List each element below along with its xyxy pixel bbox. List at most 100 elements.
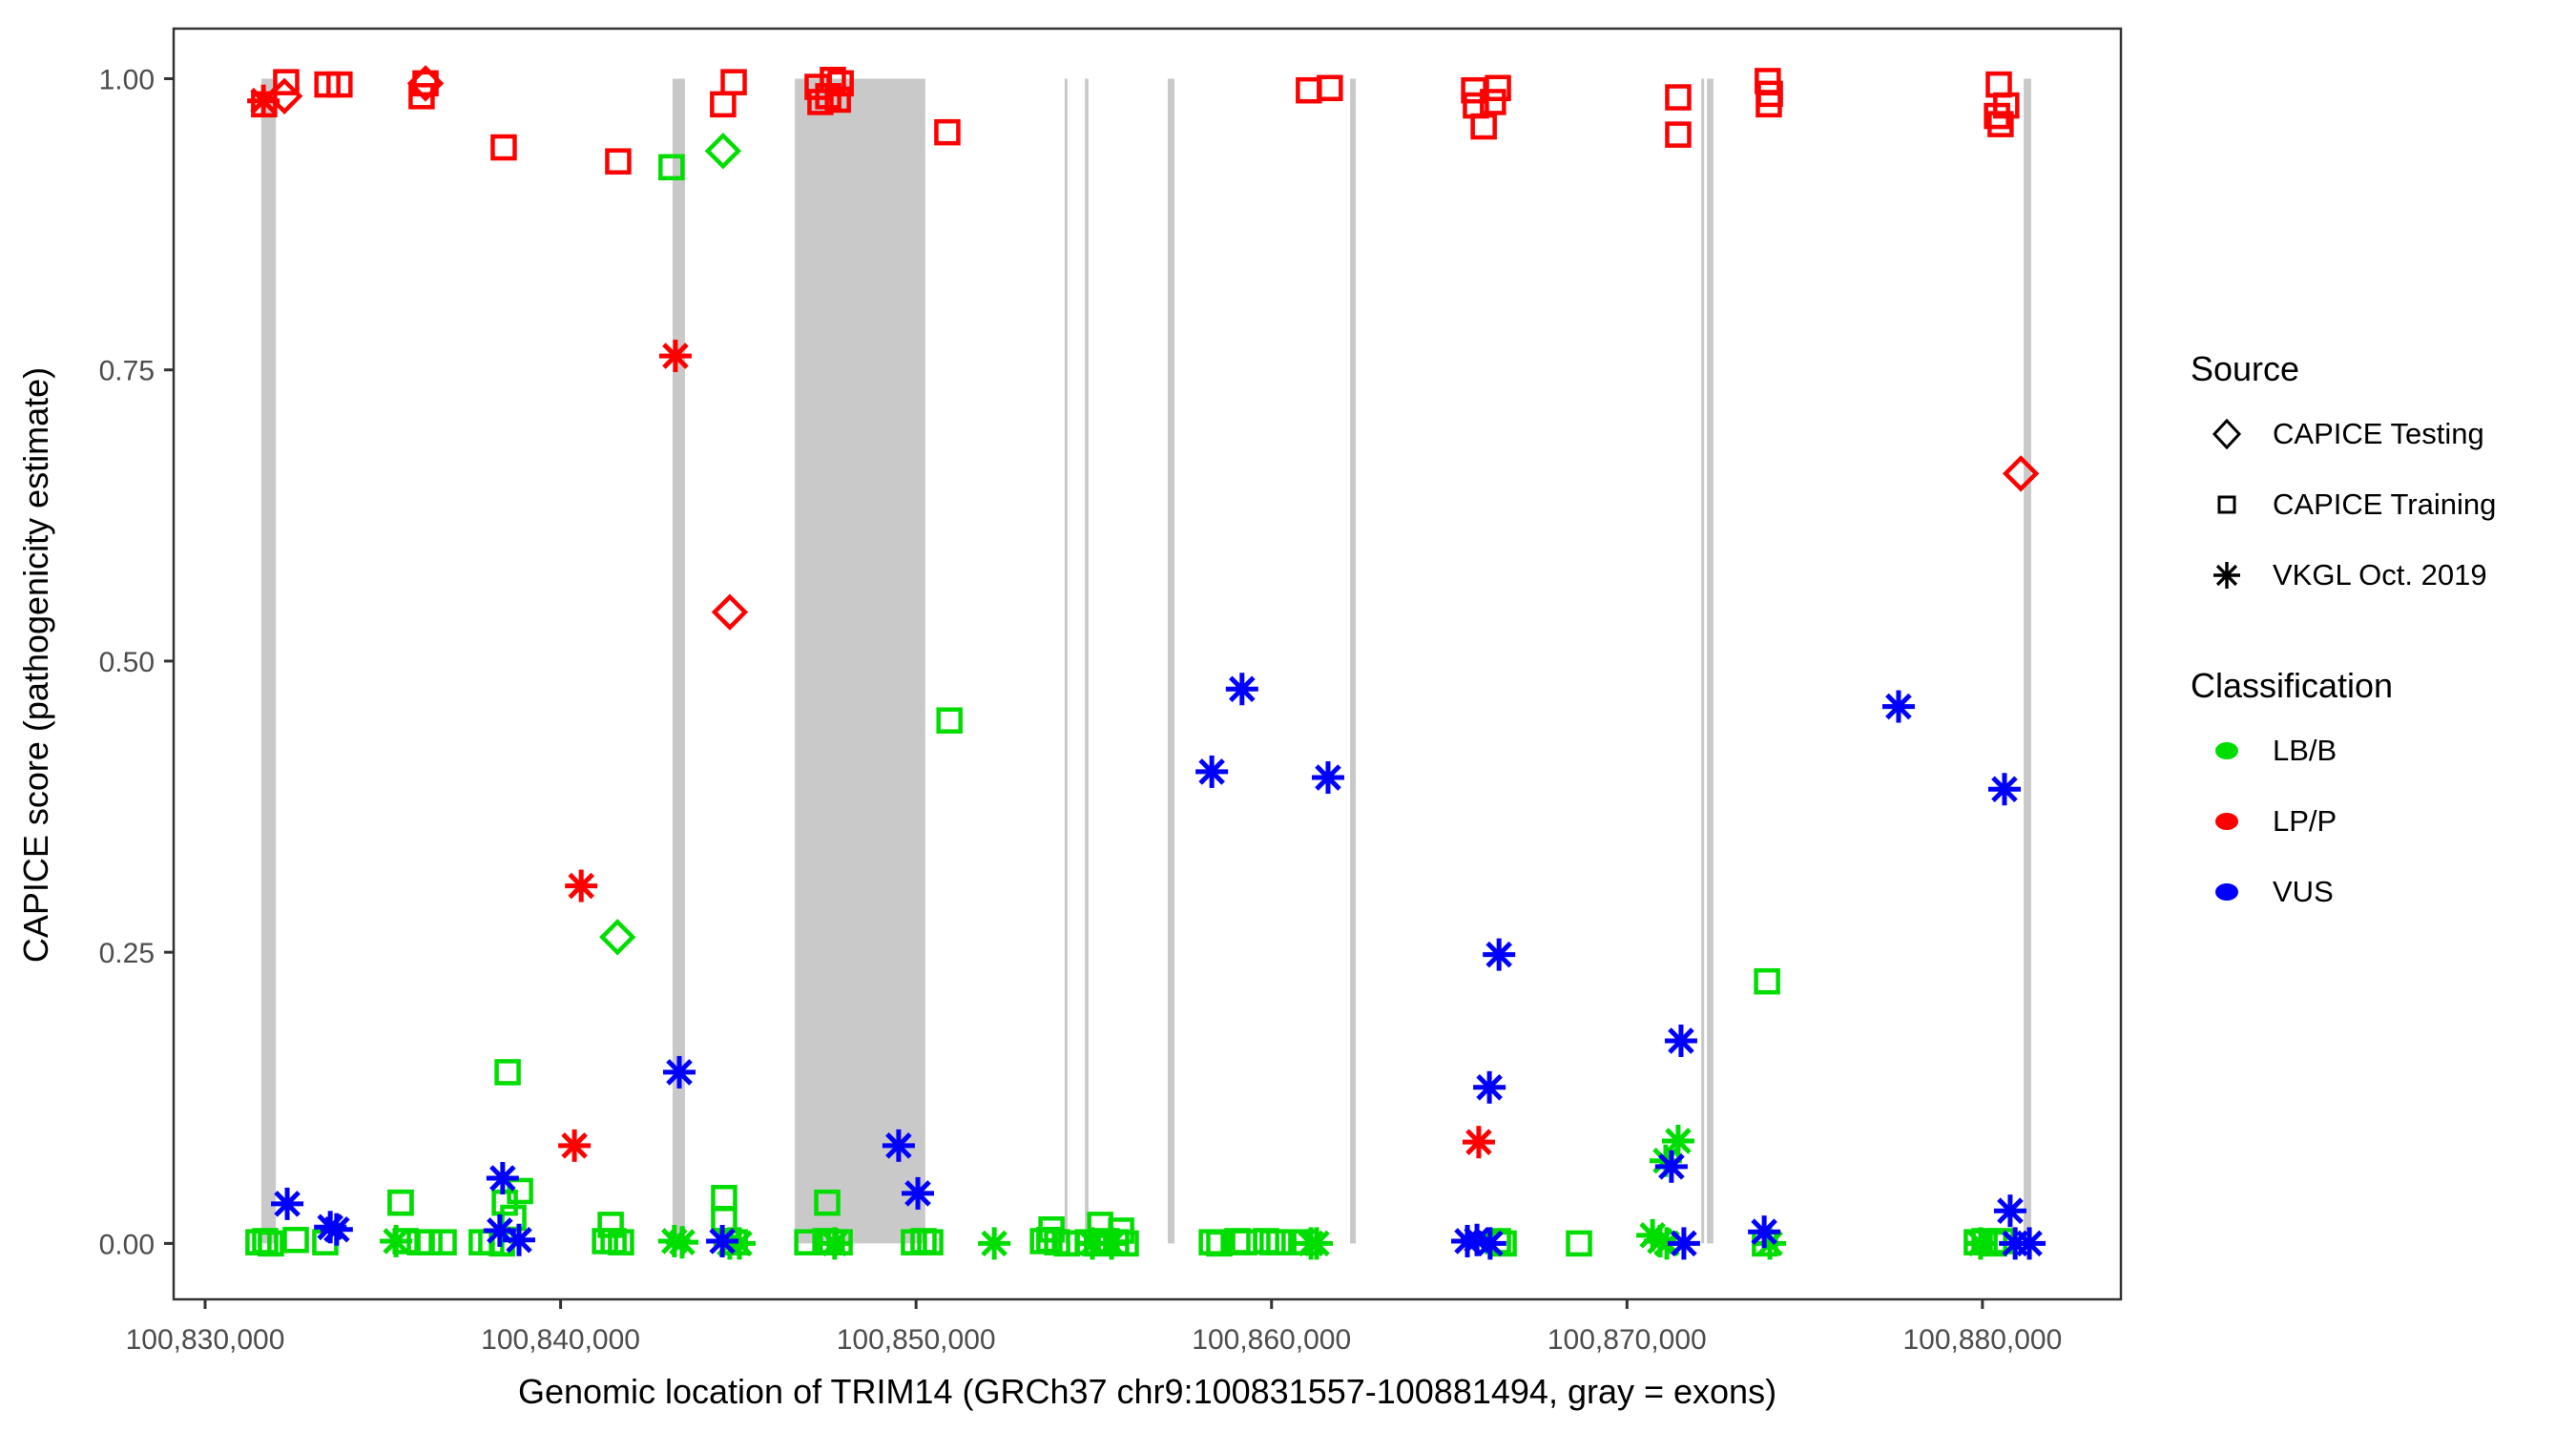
data-point-square bbox=[917, 1229, 944, 1255]
exon-band bbox=[2024, 78, 2031, 1244]
y-tick-label: 0.75 bbox=[99, 356, 155, 387]
data-point-square bbox=[794, 1229, 821, 1255]
data-point-asterisk bbox=[1654, 1150, 1688, 1183]
data-point-asterisk bbox=[502, 1223, 535, 1256]
data-point-asterisk bbox=[1483, 938, 1516, 971]
exon-band bbox=[1064, 78, 1068, 1244]
data-point-square bbox=[1317, 74, 1343, 102]
legend: Source CAPICE Testing CAPICE Training bbox=[2191, 349, 2572, 927]
data-point-square bbox=[658, 154, 685, 181]
exon-band bbox=[1707, 78, 1714, 1244]
exon-band bbox=[1701, 78, 1705, 1244]
data-point-square bbox=[412, 70, 439, 97]
data-point-diamond bbox=[406, 65, 445, 102]
data-point-square bbox=[1296, 76, 1322, 104]
data-point-square bbox=[1754, 967, 1780, 995]
data-point-asterisk bbox=[2013, 1227, 2046, 1260]
data-point-asterisk bbox=[1225, 673, 1258, 706]
plot-border bbox=[172, 27, 2123, 1301]
data-point-asterisk bbox=[486, 1162, 519, 1195]
data-point-asterisk bbox=[978, 1227, 1011, 1260]
data-point-asterisk bbox=[1964, 1227, 1998, 1260]
data-point-diamond bbox=[704, 133, 742, 170]
data-point-asterisk bbox=[1311, 761, 1344, 795]
data-point-asterisk bbox=[483, 1213, 516, 1247]
asterisk-icon bbox=[2213, 562, 2240, 589]
data-point-asterisk bbox=[882, 1129, 915, 1162]
data-point-square bbox=[430, 1229, 457, 1255]
data-point-asterisk bbox=[1195, 755, 1229, 788]
data-point-square bbox=[605, 148, 632, 175]
data-point-square bbox=[1470, 113, 1497, 140]
data-point-asterisk bbox=[663, 1055, 696, 1089]
exon-band bbox=[260, 78, 277, 1244]
legend-label: VKGL Oct. 2019 bbox=[2273, 558, 2487, 591]
data-point-diamond bbox=[711, 593, 749, 631]
data-point-square bbox=[807, 89, 834, 115]
data-point-asterisk bbox=[247, 84, 280, 117]
data-point-square bbox=[273, 69, 300, 95]
data-point-square bbox=[1036, 1226, 1063, 1254]
data-point-asterisk bbox=[1881, 690, 1915, 723]
x-tick-label: 100,850,000 bbox=[837, 1324, 996, 1356]
data-point-asterisk bbox=[271, 1187, 304, 1220]
data-point-asterisk bbox=[1473, 1070, 1506, 1104]
data-point-square bbox=[1480, 89, 1506, 115]
x-axis-title: Genomic location of TRIM14 (GRCh37 chr9:… bbox=[517, 1372, 1777, 1411]
legend-spacer bbox=[2191, 611, 2572, 666]
data-point-square bbox=[1985, 71, 2012, 98]
x-tick-label: 100,860,000 bbox=[1192, 1324, 1351, 1356]
data-point-square bbox=[936, 707, 963, 734]
legend-item-vkgl: VKGL Oct. 2019 bbox=[2191, 540, 2572, 611]
data-point-asterisk bbox=[565, 869, 598, 902]
data-point-square bbox=[494, 1059, 521, 1086]
data-point-square bbox=[720, 69, 747, 95]
data-point-square bbox=[387, 1189, 414, 1216]
diamond-icon bbox=[2212, 418, 2242, 450]
x-tick-label: 100,870,000 bbox=[1548, 1324, 1707, 1356]
data-point-square bbox=[710, 91, 737, 118]
data-point-square bbox=[258, 1230, 284, 1257]
data-point-asterisk bbox=[320, 1213, 353, 1246]
data-point-asterisk bbox=[1075, 1227, 1109, 1260]
legend-item-capice-training: CAPICE Training bbox=[2191, 469, 2572, 540]
legend-label: CAPICE Testing bbox=[2273, 417, 2484, 450]
data-point-square bbox=[1266, 1229, 1293, 1255]
data-point-asterisk bbox=[558, 1129, 592, 1162]
data-point-square bbox=[1984, 102, 2010, 130]
data-point-square bbox=[1206, 1230, 1233, 1257]
data-point-square bbox=[490, 134, 517, 161]
data-point-asterisk bbox=[380, 1224, 413, 1257]
legend-source-title: Source bbox=[2191, 349, 2300, 388]
exon-band bbox=[1350, 78, 1357, 1244]
data-point-square bbox=[711, 1185, 737, 1212]
data-point-diamond bbox=[2002, 455, 2040, 492]
data-point-square bbox=[608, 1229, 634, 1255]
data-point-asterisk bbox=[1748, 1215, 1781, 1249]
y-axis-title: CAPICE score (pathogenicity estimate) bbox=[16, 366, 55, 964]
data-point-asterisk bbox=[1473, 1227, 1506, 1260]
data-point-asterisk bbox=[1993, 1194, 2026, 1228]
data-point-asterisk bbox=[818, 1227, 851, 1260]
data-point-square bbox=[1485, 74, 1511, 102]
x-tick-label: 100,830,000 bbox=[126, 1324, 285, 1356]
data-point-asterisk bbox=[706, 1224, 739, 1257]
legend-label: LB/B bbox=[2273, 734, 2337, 767]
legend-item-capice-testing: CAPICE Testing bbox=[2191, 399, 2572, 469]
y-tick-label: 1.00 bbox=[99, 64, 155, 95]
data-point-asterisk bbox=[1661, 1124, 1694, 1157]
data-point-asterisk bbox=[1987, 773, 2021, 806]
legend-item-lpp: LP/P bbox=[2191, 786, 2572, 857]
legend-label: LP/P bbox=[2273, 804, 2337, 838]
data-point-asterisk bbox=[1300, 1227, 1334, 1260]
data-point-square bbox=[1755, 91, 1782, 118]
legend-label: VUS bbox=[2273, 875, 2334, 908]
y-tick-label: 0.25 bbox=[99, 938, 155, 969]
data-point-square bbox=[282, 1226, 309, 1254]
data-point-square bbox=[252, 1228, 279, 1255]
data-point-asterisk bbox=[1664, 1024, 1697, 1057]
data-point-square bbox=[1665, 84, 1692, 111]
lbb-dot-icon bbox=[2215, 742, 2238, 759]
